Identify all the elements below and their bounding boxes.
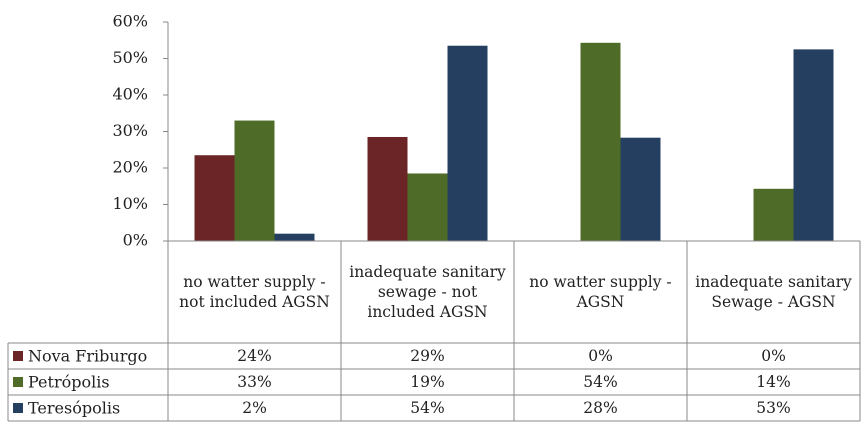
table-value: 33%	[237, 373, 272, 391]
bar	[753, 188, 794, 241]
category-label: inadequate sanitary Sewage - AGSN	[695, 273, 852, 311]
table-value: 0%	[761, 347, 786, 365]
legend-label: Nova Friburgo	[28, 347, 147, 366]
category-label: no watter supply - AGSN	[529, 273, 672, 311]
category-label: no watter supply - not included AGSN	[179, 273, 330, 311]
y-tick-label: 40%	[112, 85, 148, 104]
y-tick-label: 60%	[112, 12, 148, 31]
y-tick-label: 30%	[112, 121, 148, 140]
legend-swatch	[13, 403, 23, 413]
legend-label: Petrópolis	[28, 373, 110, 392]
bar	[793, 49, 834, 241]
bar	[447, 45, 488, 241]
table-value: 54%	[410, 399, 445, 417]
table-value: 28%	[583, 399, 618, 417]
bar	[234, 120, 275, 241]
table-value: 54%	[583, 373, 618, 391]
legend-swatch	[13, 377, 23, 387]
table-value: 53%	[756, 399, 791, 417]
bar	[274, 233, 315, 241]
bar	[407, 173, 448, 241]
table-value: 19%	[410, 373, 445, 391]
bar	[580, 42, 621, 242]
bar	[620, 137, 661, 241]
bar	[194, 155, 235, 241]
table-value: 2%	[242, 399, 267, 417]
legend-swatch	[13, 351, 23, 361]
y-tick-label: 20%	[112, 158, 148, 177]
table-value: 14%	[756, 373, 791, 391]
category-label: inadequate sanitary sewage - not include…	[349, 263, 506, 321]
y-tick-label: 10%	[112, 194, 148, 213]
y-tick-label: 0%	[123, 231, 148, 250]
table-value: 0%	[588, 347, 613, 365]
table-value: 29%	[410, 347, 445, 365]
bar	[367, 136, 408, 241]
y-tick-label: 50%	[112, 48, 148, 67]
table-value: 24%	[237, 347, 272, 365]
legend-label: Teresópolis	[28, 399, 120, 418]
